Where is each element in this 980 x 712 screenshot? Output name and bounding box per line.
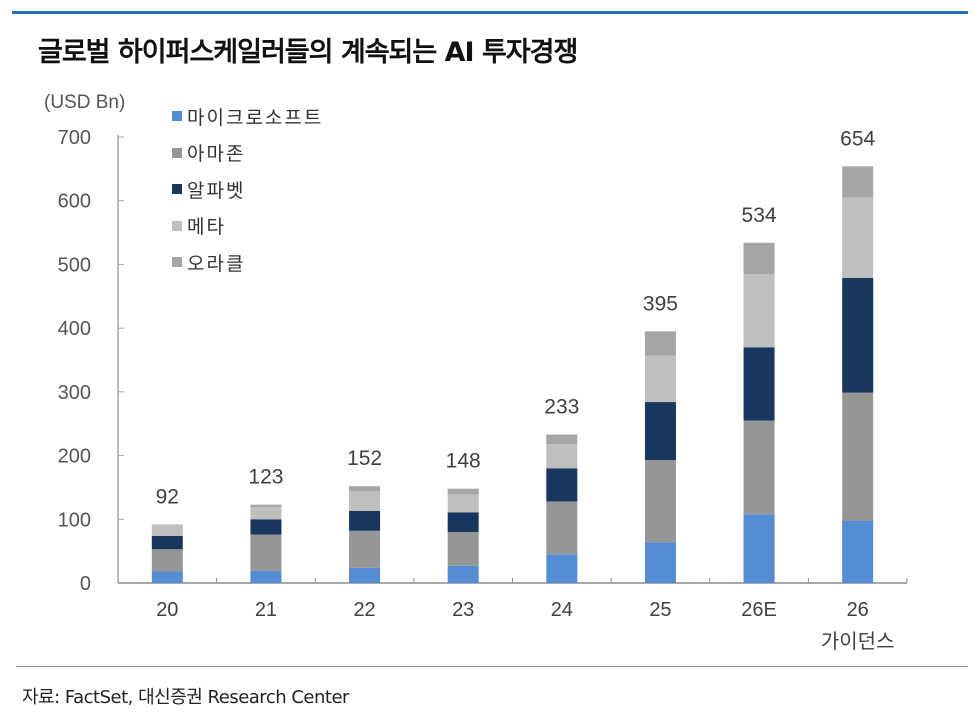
bar-segment-3 (447, 494, 479, 513)
total-label: 92 (156, 485, 179, 508)
footer-rule (16, 666, 968, 667)
x-tick-label: 24 (551, 599, 573, 621)
x-tick-label: 20 (156, 599, 178, 621)
y-tick-label: 200 (58, 446, 91, 468)
bar-segment-2 (349, 511, 381, 531)
legend-swatch (172, 147, 182, 158)
bar-segment-2 (151, 535, 183, 550)
bar-segment-4 (644, 331, 676, 356)
legend-swatch (172, 184, 182, 195)
source-note: 자료: FactSet, 대신증권 Research Center (22, 687, 349, 708)
x-tick-label: 23 (452, 599, 474, 621)
bar-segment-1 (546, 501, 578, 555)
bar-segment-4 (743, 242, 775, 274)
legend-swatch (172, 111, 182, 122)
bar-segment-1 (349, 530, 381, 568)
total-label: 123 (248, 466, 283, 489)
bar-segment-1 (842, 392, 874, 521)
bar-segment-3 (250, 507, 282, 520)
bar-segment-2 (447, 512, 479, 533)
y-tick-label: 400 (58, 318, 91, 340)
bar-segment-2 (743, 347, 775, 421)
bar-segment-3 (546, 444, 578, 469)
legend-label: 아마존 (187, 143, 246, 166)
bar-segment-1 (250, 534, 282, 571)
bar-segment-0 (842, 520, 874, 583)
total-label: 395 (643, 292, 678, 315)
chart-legend: 마이크로소프트 아마존 알파벳 메타 오라클 (172, 98, 323, 281)
legend-label: 마이크로소프트 (187, 106, 324, 129)
x-tick-label: 21 (255, 599, 277, 621)
legend-item-oracle: 오라클 (172, 244, 323, 281)
x-tick-label: 22 (353, 599, 375, 621)
y-tick-label: 500 (58, 254, 91, 276)
legend-item-amazon: 아마존 (172, 135, 323, 172)
bar-segment-3 (349, 491, 381, 512)
legend-swatch (172, 257, 182, 268)
bar-segment-4 (546, 434, 578, 445)
bar-segment-0 (447, 565, 479, 583)
total-label: 152 (347, 447, 382, 470)
bar-segment-1 (644, 460, 676, 543)
page-title: 글로벌 하이퍼스케일러들의 계속되는 AI 투자경쟁 (38, 37, 578, 68)
bar-segment-0 (349, 567, 381, 583)
total-label: 233 (544, 396, 579, 419)
bar-segment-0 (546, 554, 578, 583)
bar-segment-1 (743, 420, 775, 515)
total-label: 148 (446, 450, 481, 473)
bar-segment-2 (842, 277, 874, 393)
legend-label: 오라클 (187, 252, 246, 275)
bar-segment-0 (250, 570, 282, 583)
total-label: 534 (742, 204, 777, 227)
bar-segment-2 (644, 402, 676, 461)
bar-segment-0 (151, 571, 183, 583)
bar-segment-2 (250, 519, 282, 535)
bar-segment-4 (250, 504, 282, 508)
x-tick-label: 26 (847, 599, 869, 621)
total-label: 654 (840, 127, 875, 150)
y-tick-label: 700 (58, 127, 91, 149)
x-tick-label: 가이던스 (821, 630, 895, 653)
bar-segment-0 (644, 542, 676, 583)
legend-item-alphabet: 알파벳 (172, 171, 323, 208)
y-tick-label: 0 (80, 573, 91, 595)
bar-segment-4 (842, 166, 874, 198)
bar-segment-4 (349, 486, 381, 492)
legend-item-meta: 메타 (172, 208, 323, 245)
x-tick-label: 25 (649, 599, 671, 621)
bar-segment-3 (743, 273, 775, 348)
bar-segment-1 (447, 532, 479, 566)
top-rule (12, 11, 968, 14)
bar-segment-0 (743, 514, 775, 583)
bar-segment-1 (151, 549, 183, 572)
y-tick-label: 100 (58, 509, 91, 531)
y-axis-unit-label: (USD Bn) (44, 92, 126, 113)
y-tick-label: 300 (58, 382, 91, 404)
legend-item-microsoft: 마이크로소프트 (172, 98, 323, 135)
y-tick-label: 600 (58, 191, 91, 213)
bar-segment-3 (842, 197, 874, 278)
legend-swatch (172, 220, 182, 231)
bar-segment-2 (546, 468, 578, 502)
legend-label: 알파벳 (187, 179, 246, 202)
bar-segment-3 (644, 355, 676, 403)
bar-segment-4 (447, 488, 479, 495)
x-tick-label: 26E (741, 599, 777, 621)
bar-segment-3 (151, 524, 183, 536)
legend-label: 메타 (187, 216, 226, 239)
